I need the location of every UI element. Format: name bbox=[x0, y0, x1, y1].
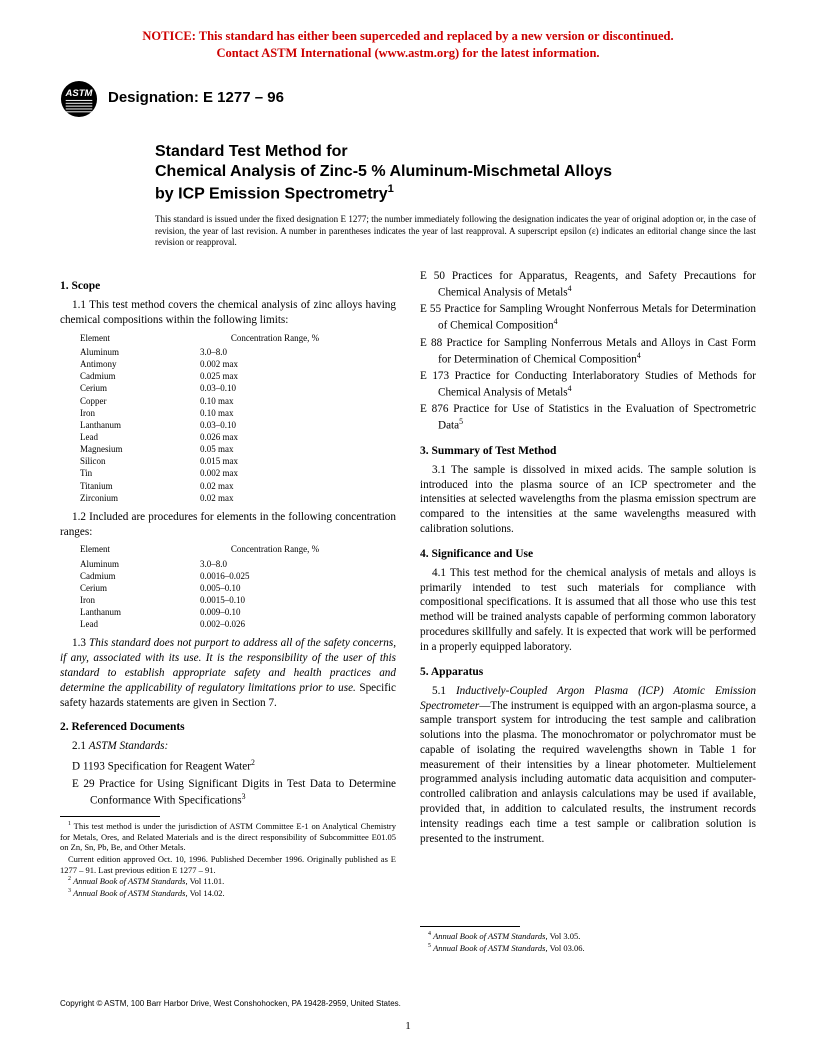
sec1-p2: 1.2 Included are procedures for elements… bbox=[60, 510, 396, 540]
table-row: Titanium0.02 max bbox=[80, 480, 396, 492]
ref-item: E 88 Practice for Sampling Nonferrous Me… bbox=[420, 336, 756, 367]
issue-note: This standard is issued under the fixed … bbox=[155, 214, 756, 249]
notice-line2: Contact ASTM International (www.astm.org… bbox=[216, 46, 599, 60]
sec1-p3: 1.3 This standard does not purport to ad… bbox=[60, 636, 396, 710]
sec5-p1: 5.1 Inductively-Coupled Argon Plasma (IC… bbox=[420, 684, 756, 847]
ref-item: E 29 Practice for Using Significant Digi… bbox=[72, 777, 396, 808]
table-row: Aluminum3.0–8.0 bbox=[80, 558, 396, 570]
t2-h1: Element bbox=[80, 543, 200, 555]
sec4-p1: 4.1 This test method for the chemical an… bbox=[420, 566, 756, 655]
ref-item: E 55 Practice for Sampling Wrought Nonfe… bbox=[420, 302, 756, 333]
table-row: Zirconium0.02 max bbox=[80, 492, 396, 504]
table-row: Cerium0.005–0.10 bbox=[80, 582, 396, 594]
right-column: E 50 Practices for Apparatus, Reagents, … bbox=[420, 269, 756, 954]
table-row: Lanthanum0.03–0.10 bbox=[80, 419, 396, 431]
footnote-divider-r bbox=[420, 926, 520, 927]
sec2-p1: 2.1 ASTM Standards: bbox=[60, 739, 396, 754]
sec3-head: 3. Summary of Test Method bbox=[420, 444, 756, 459]
table-row: Tin0.002 max bbox=[80, 467, 396, 479]
body-columns: 1. Scope 1.1 This test method covers the… bbox=[60, 269, 756, 954]
table-row: Lead0.026 max bbox=[80, 431, 396, 443]
sec1-p1: 1.1 This test method covers the chemical… bbox=[60, 298, 396, 328]
table-row: Antimony0.002 max bbox=[80, 358, 396, 370]
footnotes-right: 4 Annual Book of ASTM Standards, Vol 3.0… bbox=[420, 931, 756, 953]
designation: Designation: E 1277 – 96 bbox=[108, 89, 284, 106]
ref-item: E 173 Practice for Conducting Interlabor… bbox=[420, 369, 756, 400]
table2: Element Concentration Range, % Aluminum3… bbox=[80, 543, 396, 630]
table-row: Magnesium0.05 max bbox=[80, 443, 396, 455]
table-row: Cadmium0.025 max bbox=[80, 370, 396, 382]
footnotes-left: 1 This test method is under the jurisdic… bbox=[60, 821, 396, 898]
table-row: Aluminum3.0–8.0 bbox=[80, 346, 396, 358]
ref-item: D 1193 Specification for Reagent Water2 bbox=[72, 758, 396, 775]
ref-list-left: D 1193 Specification for Reagent Water2 … bbox=[72, 758, 396, 808]
svg-text:ASTM: ASTM bbox=[65, 88, 94, 99]
table-row: Silicon0.015 max bbox=[80, 455, 396, 467]
left-column: 1. Scope 1.1 This test method covers the… bbox=[60, 269, 396, 954]
footnote-divider bbox=[60, 816, 160, 817]
sec4-head: 4. Significance and Use bbox=[420, 547, 756, 562]
notice-line1: NOTICE: This standard has either been su… bbox=[142, 29, 673, 43]
copyright: Copyright © ASTM, 100 Barr Harbor Drive,… bbox=[60, 999, 401, 1008]
table-row: Copper0.10 max bbox=[80, 395, 396, 407]
sec3-p1: 3.1 The sample is dissolved in mixed aci… bbox=[420, 463, 756, 537]
table-row: Cadmium0.0016–0.025 bbox=[80, 570, 396, 582]
main-title: Standard Test Method for Chemical Analys… bbox=[155, 142, 756, 204]
ref-list-right: E 50 Practices for Apparatus, Reagents, … bbox=[420, 269, 756, 433]
t1-h1: Element bbox=[80, 332, 200, 344]
ref-item: E 50 Practices for Apparatus, Reagents, … bbox=[420, 269, 756, 300]
title-l3: by ICP Emission Spectrometry bbox=[155, 185, 388, 202]
table-row: Cerium0.03–0.10 bbox=[80, 382, 396, 394]
title-l2: Chemical Analysis of Zinc-5 % Aluminum-M… bbox=[155, 163, 612, 180]
title-l1: Standard Test Method for bbox=[155, 143, 348, 160]
table1: Element Concentration Range, % Aluminum3… bbox=[80, 332, 396, 504]
table-row: Lanthanum0.009–0.10 bbox=[80, 606, 396, 618]
t1-h2: Concentration Range, % bbox=[200, 332, 350, 344]
table-row: Iron0.0015–0.10 bbox=[80, 594, 396, 606]
ref-item: E 876 Practice for Use of Statistics in … bbox=[420, 402, 756, 433]
notice-banner: NOTICE: This standard has either been su… bbox=[60, 28, 756, 62]
sec5-head: 5. Apparatus bbox=[420, 665, 756, 680]
sec1-head: 1. Scope bbox=[60, 279, 396, 294]
t2-h2: Concentration Range, % bbox=[200, 543, 350, 555]
page-number: 1 bbox=[0, 1020, 816, 1032]
table-row: Iron0.10 max bbox=[80, 407, 396, 419]
sec2-head: 2. Referenced Documents bbox=[60, 720, 396, 735]
astm-logo-icon: ASTM bbox=[60, 80, 98, 118]
table-row: Lead0.002–0.026 bbox=[80, 618, 396, 630]
header: ASTM Designation: E 1277 – 96 bbox=[60, 80, 756, 118]
